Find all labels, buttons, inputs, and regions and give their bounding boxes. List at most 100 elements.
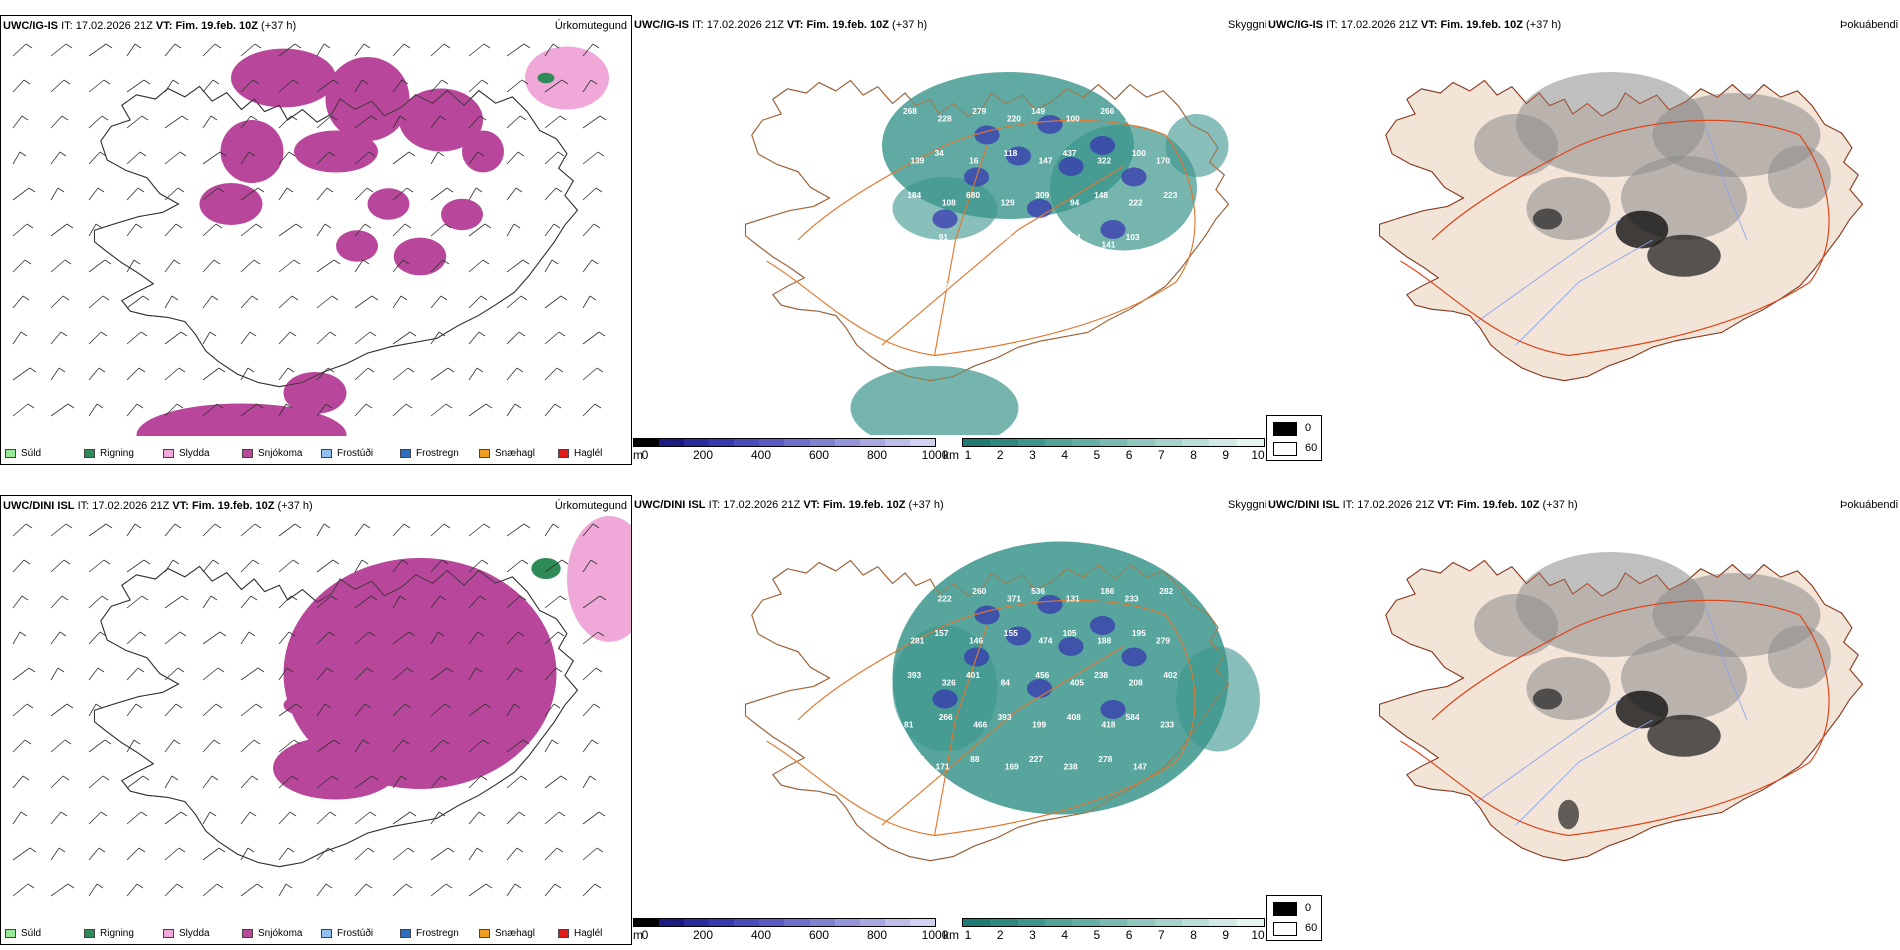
wind-barb bbox=[506, 595, 521, 609]
colorbar-segment bbox=[909, 919, 935, 926]
wind-barb bbox=[582, 703, 595, 717]
wind-barb bbox=[88, 331, 102, 345]
legend-label: Snjókoma bbox=[258, 448, 303, 459]
wind-barb bbox=[392, 223, 406, 237]
wind-barb-flag bbox=[599, 595, 607, 601]
wind-barb bbox=[430, 559, 443, 573]
wind-barb bbox=[12, 115, 23, 129]
wind-barb-flag bbox=[402, 259, 410, 265]
wind-barb bbox=[202, 775, 213, 789]
wind-barb-flag bbox=[333, 739, 341, 745]
peak-labels: 268 228 279 220 149 100 266 121 185 139 34 16 118 147… bbox=[903, 106, 1178, 291]
colorbar-segment bbox=[1045, 439, 1073, 446]
wind-barb bbox=[582, 43, 594, 57]
highland-area bbox=[1026, 199, 1053, 218]
wind-barb bbox=[354, 43, 365, 57]
peak-elevation-label: 188 bbox=[1097, 635, 1111, 645]
wind-barb bbox=[278, 595, 292, 609]
wind-barb-flag bbox=[28, 667, 36, 673]
wind-barb-flag bbox=[20, 811, 28, 817]
peak-elevation-label: 281 bbox=[910, 635, 924, 645]
wind-barb bbox=[468, 559, 483, 573]
wind-barb-flag bbox=[291, 295, 299, 301]
wind-barb-flag bbox=[331, 295, 339, 301]
peak-elevation-label: 84 bbox=[1001, 677, 1011, 687]
colorbar-segment bbox=[1154, 439, 1182, 446]
wind-barb bbox=[12, 739, 26, 753]
wind-barb-flag bbox=[369, 811, 377, 817]
wind-barb-flag bbox=[475, 187, 483, 193]
wind-barb-flag bbox=[137, 667, 145, 673]
wind-barb bbox=[240, 331, 251, 345]
wind-barb bbox=[582, 259, 593, 273]
wind-barb bbox=[316, 595, 332, 609]
legend-label: Snæhagl bbox=[495, 928, 536, 939]
wind-barb bbox=[316, 847, 329, 861]
colorbar-segment bbox=[709, 439, 735, 446]
wind-barb bbox=[278, 559, 294, 573]
wind-barb-flag bbox=[440, 295, 448, 301]
wind-barb bbox=[430, 847, 449, 861]
highland-area bbox=[1037, 595, 1063, 614]
wind-barb bbox=[392, 811, 411, 825]
wind-barb bbox=[240, 295, 253, 309]
wind-barb bbox=[468, 631, 479, 645]
wind-barb bbox=[50, 631, 61, 645]
wind-barb-flag bbox=[140, 331, 148, 337]
precip-type-panel: UWC/IG-IS IT: 17.02.2026 21Z VT: Fim. 19… bbox=[0, 15, 632, 465]
wind-barb bbox=[392, 43, 405, 57]
legend-swatch bbox=[558, 449, 569, 458]
wind-barb-flag bbox=[66, 703, 74, 709]
panel-title: Þokuábendi bbox=[1840, 19, 1899, 31]
wind-barb bbox=[468, 295, 482, 309]
wind-barb bbox=[278, 775, 293, 789]
peak-elevation-label: 437 bbox=[1063, 148, 1077, 158]
wind-barb-flag bbox=[478, 811, 486, 817]
wind-barb-flag bbox=[326, 187, 334, 193]
colorbar-tick: 2 bbox=[996, 448, 1004, 462]
wind-barb-flag bbox=[476, 847, 484, 853]
river bbox=[1515, 719, 1653, 826]
colorbar-tick: 200 bbox=[692, 928, 714, 942]
wind-barb-flag bbox=[561, 79, 569, 85]
wind-barb bbox=[392, 331, 411, 345]
wind-barb-flag bbox=[409, 811, 417, 817]
wind-barb bbox=[392, 403, 407, 417]
wind-barb bbox=[468, 775, 482, 789]
colorbar-segment bbox=[859, 919, 885, 926]
wind-barb bbox=[50, 739, 66, 753]
wind-barb-flag bbox=[554, 883, 562, 889]
wind-barb bbox=[430, 367, 449, 381]
wind-barb-flag bbox=[142, 295, 150, 301]
highland-area bbox=[1089, 136, 1116, 155]
wind-barb bbox=[392, 367, 409, 381]
peak-elevation-label: 408 bbox=[1067, 712, 1081, 722]
wind-barb-flag bbox=[479, 595, 487, 601]
wind-barb-flag bbox=[211, 775, 219, 781]
colorbar-segment bbox=[1127, 919, 1155, 926]
snow-area bbox=[136, 403, 347, 436]
wind-barb bbox=[240, 667, 259, 681]
wind-barb-flag bbox=[210, 595, 218, 601]
fog-legend-swatch bbox=[1273, 902, 1297, 916]
colorbar-segment bbox=[884, 919, 910, 926]
wind-barb bbox=[582, 631, 599, 645]
wind-barb-flag bbox=[521, 79, 529, 85]
colorbar-segment bbox=[634, 919, 660, 926]
wind-barb bbox=[50, 79, 65, 93]
wind-barb-flag bbox=[406, 667, 414, 673]
peak-elevation-label: 91 bbox=[939, 232, 949, 242]
snow-area bbox=[336, 230, 378, 262]
highland-area bbox=[974, 125, 1000, 145]
wind-barb bbox=[582, 187, 597, 201]
wind-barb-flag bbox=[291, 775, 299, 781]
wind-barb bbox=[202, 223, 217, 237]
peak-elevation-label: 144 bbox=[1067, 232, 1081, 242]
highland-road bbox=[881, 646, 1124, 826]
colorbar-segment bbox=[1127, 439, 1155, 446]
wind-barb bbox=[544, 523, 554, 537]
wind-barb-flag bbox=[323, 43, 331, 49]
wind-barb-flag bbox=[100, 331, 108, 337]
wind-barb-flag bbox=[326, 667, 334, 673]
wind-barb bbox=[240, 223, 257, 237]
